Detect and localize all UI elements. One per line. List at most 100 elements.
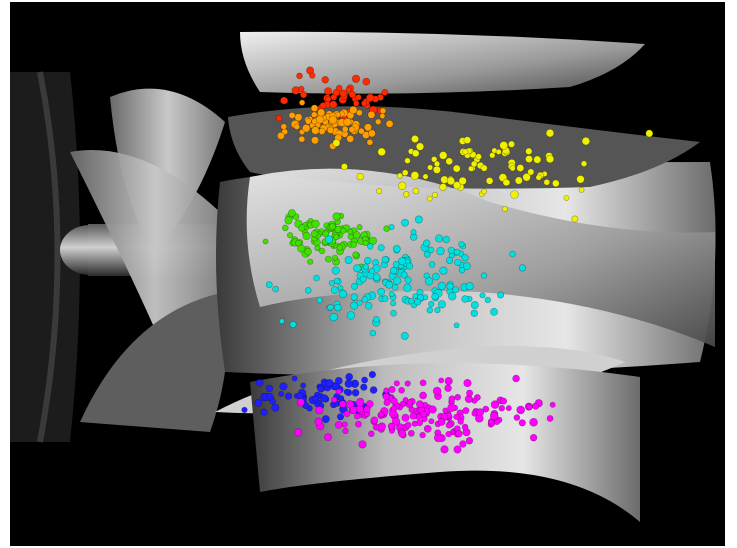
particle-dot [299,99,306,106]
particle-dot [462,262,471,271]
particle-dot [344,379,353,388]
particle-dot [271,403,280,412]
particle-dot [461,423,469,431]
particle-dot [385,119,394,128]
particle-dot [379,113,386,119]
particle-dot [452,286,460,294]
particle-dot [331,266,340,275]
particle-dot [361,100,368,107]
particle-dot [509,250,516,258]
particle-dot [419,431,426,439]
particle-dot [480,272,488,279]
particle-dot [439,151,448,160]
particle-dot [495,148,502,155]
particle-dot [307,258,314,265]
particle-dot [414,215,423,224]
particle-dot [381,295,389,302]
particle-dot [369,386,378,394]
particle-dot [367,243,374,250]
particle-dot [280,123,287,130]
particle-dot [448,292,457,301]
particle-dot [446,256,454,264]
particle-dot [352,231,361,239]
particle-dot [438,377,445,384]
particle-dot [324,235,334,244]
particle-dot [382,393,390,401]
particle-dot [422,173,429,180]
particle-dot [287,209,296,217]
particle-dot [435,234,444,243]
particle-dot [343,117,352,127]
particle-dot [367,129,376,138]
particle-dot [444,377,453,386]
particle-dot [510,190,519,199]
particle-dot [480,164,488,172]
particle-dot [436,246,445,256]
particle-dot [393,276,402,285]
particle-dot [362,263,369,270]
particle-dot [350,282,358,290]
particle-dot [437,281,447,291]
particle-dot [302,231,311,241]
particle-dot [489,411,499,421]
particle-dot [318,247,326,255]
particle-dot [479,292,486,299]
particle-dot [389,266,398,275]
particle-dot [291,375,298,382]
particle-dot [345,86,352,93]
particle-dot [402,396,409,403]
particle-dot [317,385,324,393]
particle-dot [353,264,362,273]
particle-dot [377,147,386,157]
particle-dot [432,386,442,396]
particle-dot [398,386,405,394]
particle-dot [424,277,434,286]
particle-dot [296,398,305,407]
particle-dot [461,295,469,303]
particle-dot [341,421,348,428]
particle-dot [390,397,398,405]
particle-dot [342,427,349,435]
particle-dot [265,281,273,289]
particle-dot [281,224,289,232]
particle-dot [324,255,332,263]
particle-dot [463,136,472,144]
particle-dot [368,268,376,275]
particle-dot [348,90,357,99]
particle-dot [428,418,435,425]
particle-dot [335,84,343,92]
particle-dot [410,135,419,144]
particle-dot [393,380,400,387]
particle-dot [335,388,342,395]
particle-dot [364,256,372,265]
particle-dot [563,195,570,201]
particle-dot [576,175,585,184]
particle-dot [348,126,356,133]
particle-dot [265,384,274,393]
particle-dot [465,282,474,291]
particle-dot [404,380,411,387]
particle-dot [338,289,348,299]
particle-dot [381,255,389,264]
particle-dot [317,108,326,117]
particle-dot [645,129,654,138]
particle-dot [501,205,508,212]
particle-dot [431,156,438,163]
particle-dot [339,89,348,98]
particle-dot [377,422,387,431]
particle-dot [462,407,470,415]
particle-dot [475,153,482,160]
particle-dot [377,244,385,252]
particle-dot [546,415,554,422]
particle-dot [304,118,312,125]
particle-dot [329,312,338,322]
particle-dot [284,392,293,400]
particle-dot [390,300,397,307]
particle-dot [379,107,387,115]
particle-dot [405,262,414,270]
particle-dot [529,417,538,427]
particle-dot [433,433,443,443]
particle-dot [446,282,454,290]
particle-dot [420,410,427,418]
particle-dot [346,134,355,143]
